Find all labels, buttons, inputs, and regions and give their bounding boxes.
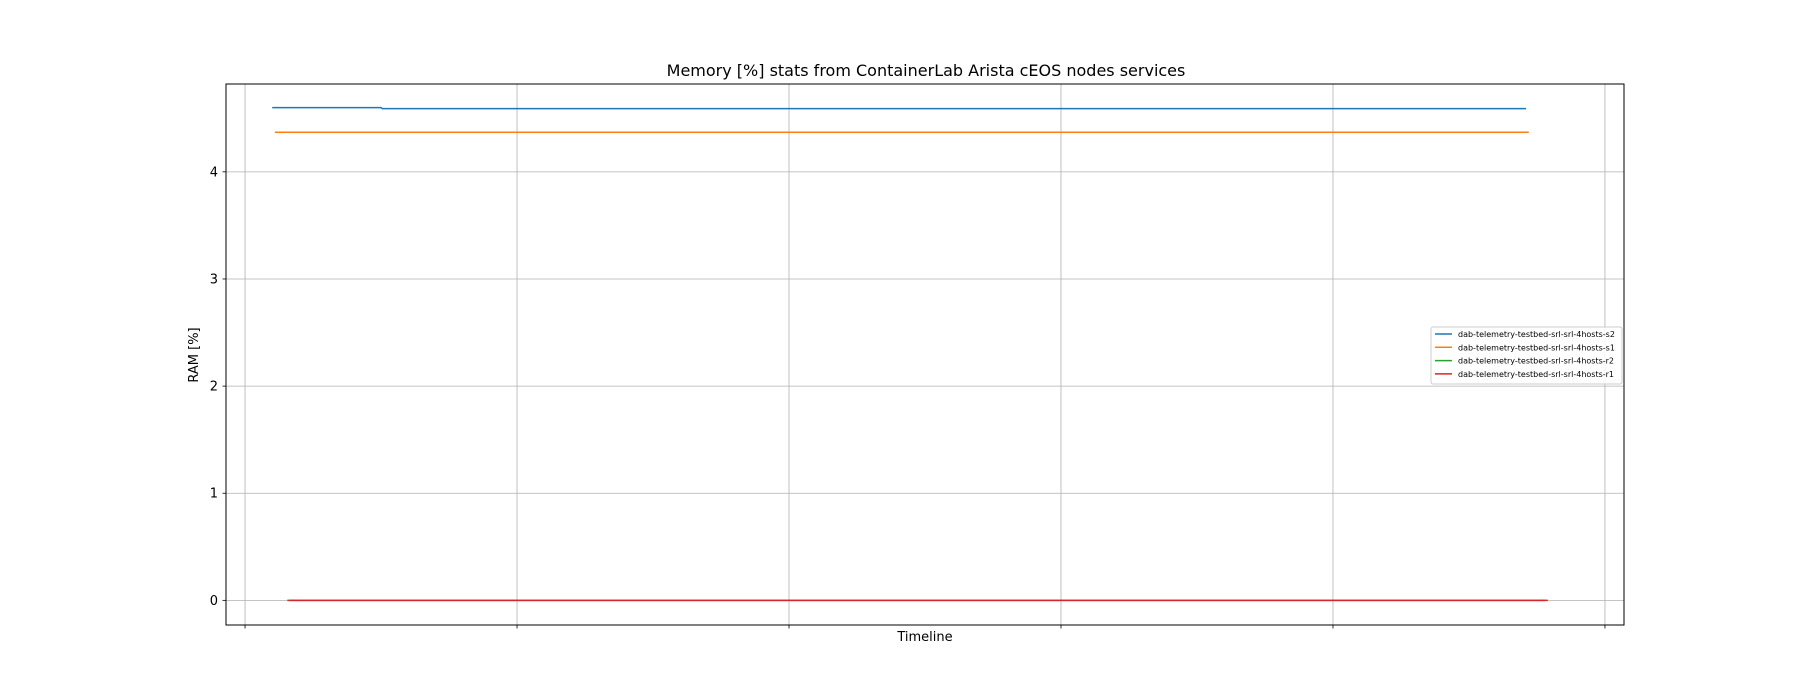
x-axis-ticks (244, 625, 1606, 629)
legend-label: dab-telemetry-testbed-srl-srl-4hosts-r2 (1458, 357, 1614, 366)
y-tick-label: 3 (210, 272, 218, 287)
y-tick-label: 2 (210, 380, 218, 395)
y-axis-label: RAM [%] (187, 327, 202, 382)
legend-box (1430, 326, 1623, 385)
y-axis-ticks: 0 1 2 3 4 (210, 165, 226, 609)
plot-frame (225, 83, 1625, 626)
series-lines (272, 106, 1548, 602)
legend-label: dab-telemetry-testbed-srl-srl-4hosts-r1 (1458, 370, 1614, 379)
y-tick-label: 4 (210, 165, 218, 180)
y-tick-label: 1 (210, 487, 218, 502)
grid (226, 84, 1624, 625)
y-tick-label: 0 (210, 594, 218, 609)
legend: dab-telemetry-testbed-srl-srl-4hosts-s2 d… (1430, 326, 1623, 385)
x-axis-label: Timeline (896, 630, 952, 645)
legend-label: dab-telemetry-testbed-srl-srl-4hosts-s2 (1458, 330, 1615, 339)
chart-title: Memory [%] stats from ContainerLab Arist… (667, 61, 1186, 80)
legend-label: dab-telemetry-testbed-srl-srl-4hosts-s1 (1458, 343, 1615, 352)
series-line-1 (272, 106, 1527, 110)
